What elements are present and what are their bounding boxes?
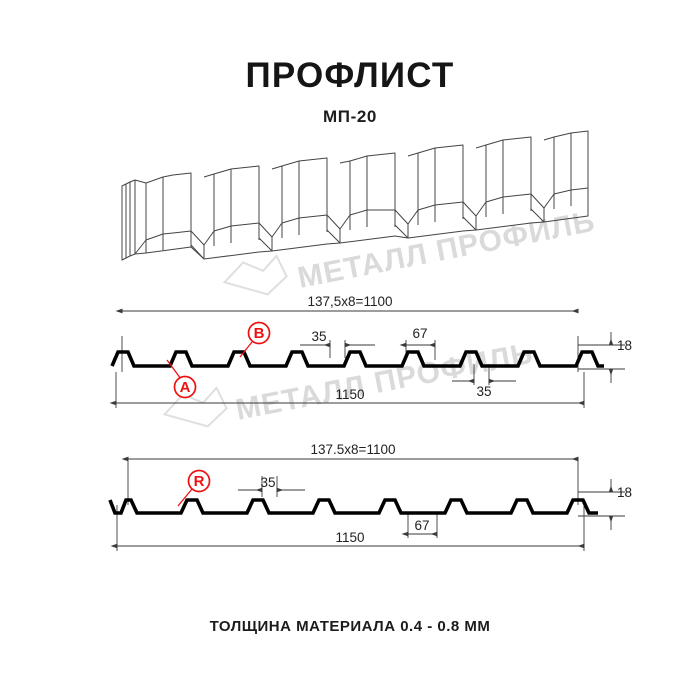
callout-marker-b: B [239,321,271,358]
dim-label-rib-top-width-bottom: 35 [260,475,275,490]
dimension-rib-pitch-bottom [401,512,438,538]
dim-label-total-width-bottom: 1150 [335,530,364,545]
material-thickness-note: ТОЛЩИНА МАТЕРИАЛА 0.4 - 0.8 ММ [209,618,491,635]
profile-section-top: 137,5x8=1100 1150 35 67 [109,294,632,408]
dim-label-rib-top-width-top: 35 [311,329,326,344]
dim-label-rib-pitch-top: 67 [412,326,427,341]
dimension-height-top [578,332,625,383]
profile-section-bottom: 137.5x8=1100 1150 35 67 [108,442,632,551]
watermark-group: МЕТАЛЛ ПРОФИЛЬ МЕТАЛЛ ПРОФИЛЬ [162,205,598,428]
dimension-height-bottom [578,479,625,530]
dimension-overall-width-top [115,308,579,372]
callout-marker-a: A [166,359,197,399]
watermark-iso: МЕТАЛЛ ПРОФИЛЬ [295,205,598,295]
dimension-total-width-top [109,372,585,408]
page-title: ПРОФЛИСТ [245,56,455,95]
dimension-rib-top-width-top [300,340,375,358]
dim-label-rib-spacing-lower-top: 35 [476,384,491,399]
dim-label-rib-pitch-bottom: 67 [414,518,429,533]
profiled-sheet-isometric [121,130,589,261]
callout-label-r: R [194,473,205,490]
callout-label-a: A [180,379,191,396]
watermark-section-top: МЕТАЛЛ ПРОФИЛЬ [233,337,536,427]
dim-label-overall-width-top: 137,5x8=1100 [308,294,393,309]
dim-label-total-width-top: 1150 [335,387,364,402]
dim-label-height-top: 18 [617,338,632,353]
dim-label-height-bottom: 18 [617,485,632,500]
page-subtitle: МП-20 [323,107,377,126]
profile-outline-bottom [108,498,598,515]
dimension-rib-top-width-bottom [238,476,305,497]
dimension-overall-width-bottom [121,456,579,505]
callout-label-b: B [254,325,265,342]
callout-marker-r: R [177,469,211,507]
dim-label-overall-width-bottom: 137.5x8=1100 [311,442,396,457]
title-block: ПРОФЛИСТ МП-20 [0,58,700,127]
profile-outline-top [110,350,604,368]
